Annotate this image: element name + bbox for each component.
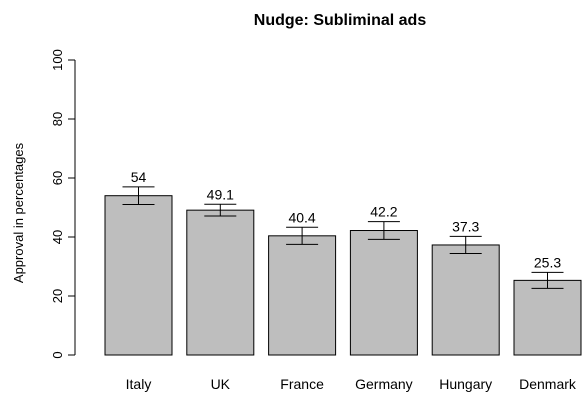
y-axis-label: Approval in percentages [11, 142, 26, 283]
y-axis: 0 20 40 60 80 100 [50, 49, 76, 359]
x-tick-label: Italy [126, 376, 152, 392]
bar [349, 230, 418, 356]
y-tick-label: 80 [50, 112, 65, 126]
y-tick-label: 60 [50, 171, 65, 185]
bar [431, 244, 500, 356]
x-tick-label: Germany [355, 376, 413, 392]
data-label: 49.1 [207, 186, 234, 202]
data-label: 37.3 [452, 218, 479, 234]
value-labels-group: 54 49.1 40.4 42.2 37.3 25.3 [131, 169, 562, 271]
x-tick-label: Denmark [519, 376, 577, 392]
data-label: 40.4 [288, 209, 315, 225]
y-tick-label: 100 [50, 49, 65, 71]
data-label: 42.2 [370, 204, 397, 220]
data-label: 25.3 [534, 254, 561, 270]
bar [104, 195, 173, 356]
data-label: 54 [131, 169, 147, 185]
bar [186, 209, 255, 356]
x-axis-labels: Italy UK France Germany Hungary Denmark [126, 376, 577, 392]
x-tick-label: UK [211, 376, 231, 392]
x-tick-label: Hungary [439, 376, 492, 392]
error-bars-group [122, 186, 564, 289]
x-tick-label: France [280, 376, 324, 392]
bars-group [104, 195, 582, 356]
bar [513, 279, 582, 356]
y-tick-label: 0 [50, 351, 65, 358]
y-tick-label: 20 [50, 289, 65, 303]
y-tick-label: 40 [50, 230, 65, 244]
chart-title: Nudge: Subliminal ads [254, 12, 427, 29]
bar [268, 235, 337, 356]
